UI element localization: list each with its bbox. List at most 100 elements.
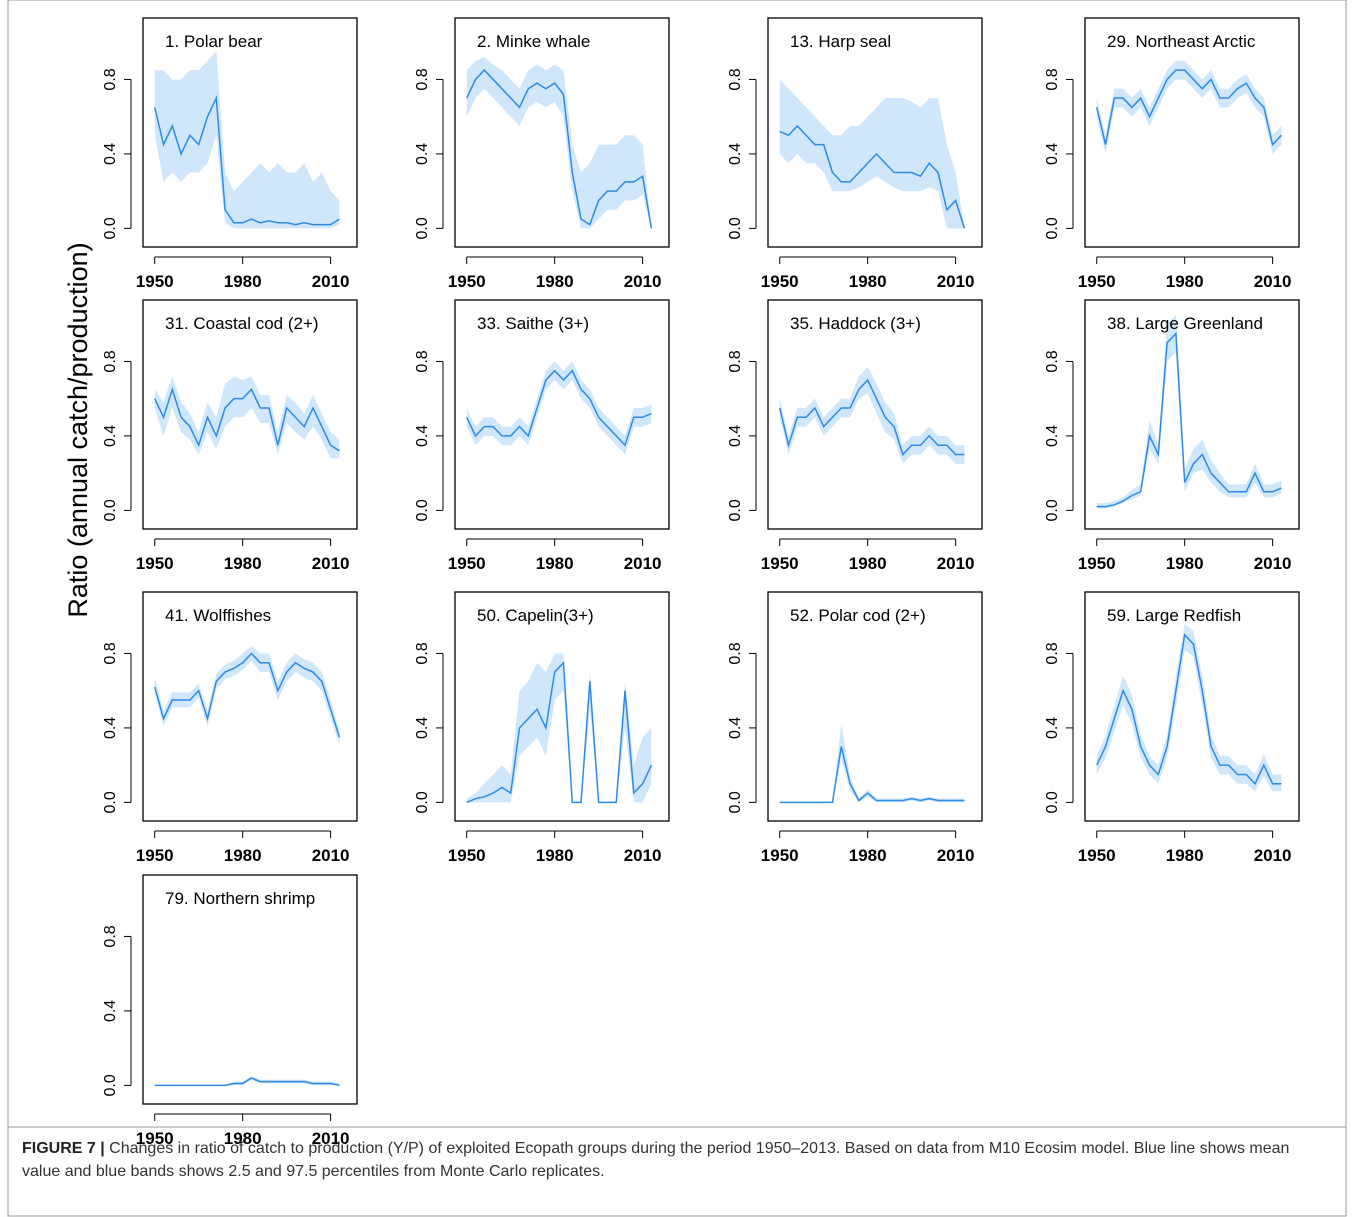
y-tick-label: 0.0 [102, 217, 119, 239]
plot-area: 31. Coastal cod (2+) [154, 314, 340, 459]
y-tick-label: 0.4 [727, 143, 744, 165]
y-tick-label: 0.8 [1044, 68, 1061, 90]
mean-line [1096, 69, 1282, 147]
plot-area: 1. Polar bear [153, 32, 340, 229]
y-tick-label: 0.0 [102, 1074, 119, 1096]
percentile-band [779, 79, 965, 229]
plot-area: 35. Haddock (3+) [778, 314, 965, 464]
mean-line [466, 660, 653, 804]
plot-area: 50. Capelin(3+) [466, 606, 653, 804]
percentile-band [1096, 623, 1282, 792]
x-tick-label: 1980 [536, 846, 574, 865]
panel-frame [142, 874, 358, 1105]
panel-title: 33. Saithe (3+) [477, 314, 589, 333]
y-tick-label: 0.8 [727, 68, 744, 90]
y-tick-label: 0.4 [414, 425, 431, 447]
panel-title: 50. Capelin(3+) [477, 606, 594, 625]
x-tick-label: 1950 [136, 846, 174, 865]
y-tick-label: 0.4 [1044, 717, 1061, 739]
panel-title: 79. Northern shrimp [165, 889, 315, 908]
y-tick-label: 0.4 [102, 143, 119, 165]
y-tick-label: 0.8 [414, 350, 431, 372]
x-tick-label: 2010 [624, 846, 662, 865]
plot-area: 13. Harp seal [779, 32, 966, 229]
percentile-band [466, 653, 652, 803]
percentile-band [466, 361, 652, 455]
y-tick-label: 0.4 [414, 717, 431, 739]
plot-area: 29. Northeast Arctic [1096, 32, 1282, 154]
mean-line [154, 1077, 340, 1087]
x-tick-label: 2010 [312, 846, 350, 865]
panel: 35. Haddock (3+) 0.0 0.4 0.8 1950 1980 2010 [727, 299, 983, 573]
mean-line [779, 746, 965, 804]
y-tick-label: 0.0 [102, 791, 119, 813]
figure-frame [7, 0, 1347, 1217]
x-tick-label: 1950 [1078, 846, 1116, 865]
panel-title: 38. Large Greenland [1107, 314, 1263, 333]
x-tick-label: 1950 [761, 846, 799, 865]
x-tick-label: 2010 [312, 1129, 350, 1148]
percentile-band [779, 367, 965, 464]
x-tick-label: 1950 [136, 1129, 174, 1148]
x-tick-label: 2010 [312, 554, 350, 573]
x-tick-label: 2010 [624, 554, 662, 573]
panel: 13. Harp seal 0.0 0.4 0.8 1950 1980 2010 [727, 17, 983, 291]
panel-frame [142, 299, 358, 530]
mean-line [466, 369, 652, 447]
x-tick-label: 2010 [937, 554, 975, 573]
caption-text: Changes in ratio of catch to production … [22, 1140, 1290, 1180]
x-tick-label: 2010 [1254, 272, 1292, 291]
x-tick-label: 2010 [312, 272, 350, 291]
x-tick-label: 1980 [849, 554, 887, 573]
percentile-band [466, 57, 652, 229]
panel: 2. Minke whale 0.0 0.4 0.8 1950 1980 2010 [414, 17, 670, 291]
x-tick-label: 1980 [1166, 272, 1204, 291]
x-tick-label: 1980 [536, 272, 574, 291]
x-tick-label: 1950 [448, 272, 486, 291]
mean-line [466, 69, 653, 229]
y-tick-label: 0.4 [414, 143, 431, 165]
panel: 29. Northeast Arctic 0.0 0.4 0.8 1950 1980 201… [1044, 17, 1300, 291]
plot-area: 52. Polar cod (2+) [779, 606, 965, 804]
y-tick-label: 0.4 [1044, 143, 1061, 165]
panel-title: 1. Polar bear [165, 32, 263, 51]
x-tick-label: 1950 [136, 272, 174, 291]
mean-line [153, 95, 340, 226]
mean-line [778, 378, 965, 456]
caption: FIGURE 7 | Changes in ratio of catch to … [22, 1137, 1332, 1183]
x-tick-label: 2010 [624, 272, 662, 291]
x-tick-label: 2010 [1254, 554, 1292, 573]
plot-area: 2. Minke whale [466, 32, 653, 229]
x-tick-label: 1980 [224, 272, 262, 291]
panel-frame [1084, 17, 1300, 248]
mean-line [1096, 633, 1282, 786]
mean-line [779, 124, 966, 229]
percentile-band [1096, 314, 1282, 509]
y-tick-label: 0.0 [414, 791, 431, 813]
plot-area: 38. Large Greenland [1096, 314, 1282, 509]
plot-area: 59. Large Redfish [1096, 606, 1282, 792]
y-tick-label: 0.0 [727, 791, 744, 813]
x-tick-label: 1980 [224, 846, 262, 865]
x-tick-label: 1980 [224, 1129, 262, 1148]
y-tick-label: 0.8 [414, 68, 431, 90]
panel-title: 2. Minke whale [477, 32, 590, 51]
panel-frame [142, 17, 358, 248]
y-tick-label: 0.8 [1044, 350, 1061, 372]
y-tick-label: 0.8 [727, 350, 744, 372]
y-tick-label: 0.4 [102, 1000, 119, 1022]
panel-title: 41. Wolffishes [165, 606, 271, 625]
x-tick-label: 1950 [448, 554, 486, 573]
y-tick-label: 0.8 [102, 925, 119, 947]
panel: 41. Wolffishes 0.0 0.4 0.8 1950 1980 2010 [102, 591, 358, 865]
panel: 59. Large Redfish 0.0 0.4 0.8 1950 1980 2010 [1044, 591, 1300, 865]
panel-frame [454, 17, 670, 248]
y-tick-label: 0.8 [102, 642, 119, 664]
y-tick-label: 0.0 [414, 217, 431, 239]
y-tick-label: 0.0 [414, 499, 431, 521]
caption-label: FIGURE 7 | [22, 1140, 105, 1157]
x-tick-label: 1980 [1166, 554, 1204, 573]
x-tick-label: 1980 [849, 272, 887, 291]
y-tick-label: 0.4 [1044, 425, 1061, 447]
